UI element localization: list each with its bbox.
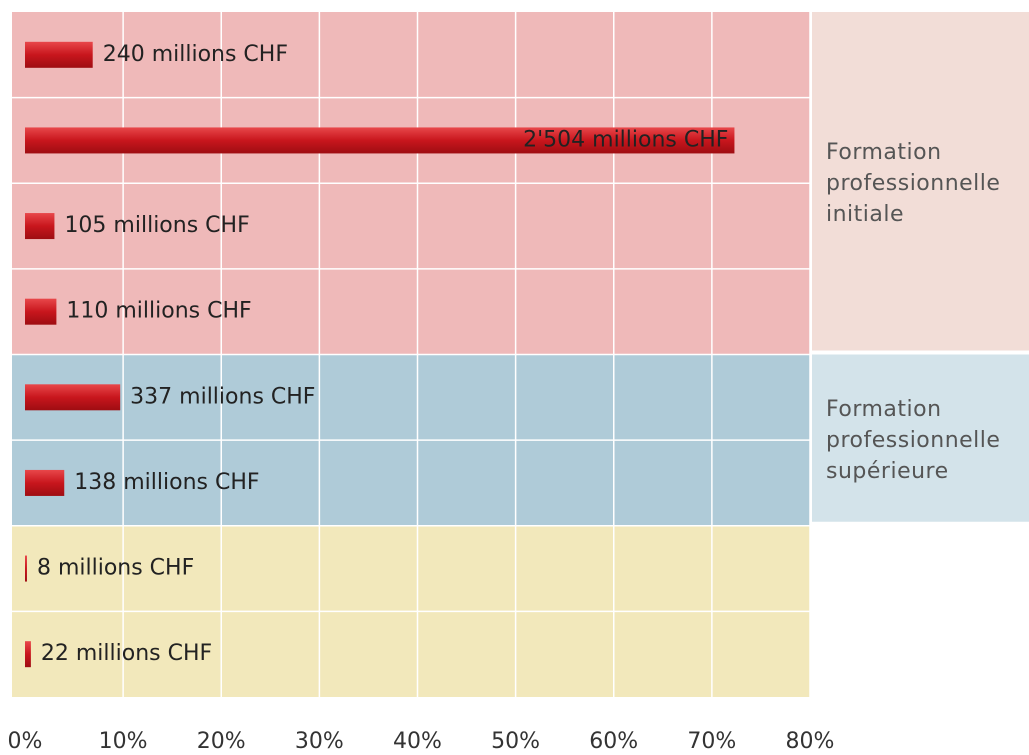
bar-label: 138 millions CHF: [74, 470, 259, 495]
bar-label: 337 millions CHF: [130, 384, 315, 409]
bar: [25, 555, 27, 582]
bar: [25, 641, 31, 668]
bar: [25, 127, 735, 154]
bar: [25, 298, 57, 325]
x-tick-label: 70%: [687, 729, 736, 754]
bar-label: 2'504 millions CHF: [523, 127, 728, 152]
bar-label: 240 millions CHF: [103, 42, 288, 67]
bar-label: 110 millions CHF: [66, 299, 251, 324]
x-tick-label: 80%: [786, 729, 835, 754]
group-label: Formation professionnelle supérieure: [826, 396, 1001, 484]
bar: [25, 384, 121, 411]
bar: [25, 41, 93, 68]
x-tick-label: 30%: [295, 729, 344, 754]
x-tick-label: 10%: [99, 729, 148, 754]
bar-label: 8 millions CHF: [37, 556, 194, 581]
bar: [25, 213, 55, 240]
group-panel: [812, 12, 1029, 351]
group-panel: [812, 354, 1029, 522]
x-tick-label: 50%: [491, 729, 540, 754]
x-tick-label: 60%: [589, 729, 638, 754]
bar-label: 22 millions CHF: [41, 641, 212, 666]
bar-label: 105 millions CHF: [64, 213, 249, 238]
x-tick-label: 0%: [8, 729, 43, 754]
x-tick-label: 20%: [197, 729, 246, 754]
bar: [25, 469, 65, 496]
x-tick-label: 40%: [393, 729, 442, 754]
group-label: Formation professionnelle initiale: [826, 139, 1001, 227]
